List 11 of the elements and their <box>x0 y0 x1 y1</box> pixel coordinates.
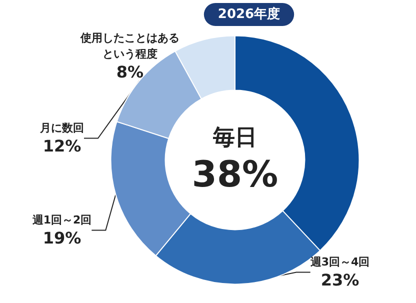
slice-label: 月に数回 <box>39 122 84 134</box>
slice-label: 毎日 <box>212 126 257 150</box>
slice-label: 週1回～2回 <box>31 214 92 226</box>
data-label: 8% <box>116 62 144 82</box>
data-label: 38% <box>192 154 278 196</box>
data-label: 12% <box>42 136 82 156</box>
slice-label: 使用したことはあるという程度 <box>80 32 180 60</box>
slice-label: 週3回～4回 <box>309 256 370 268</box>
chart-title: 2026年度 <box>218 6 280 22</box>
data-label: 23% <box>320 270 360 290</box>
data-label: 19% <box>42 228 82 248</box>
